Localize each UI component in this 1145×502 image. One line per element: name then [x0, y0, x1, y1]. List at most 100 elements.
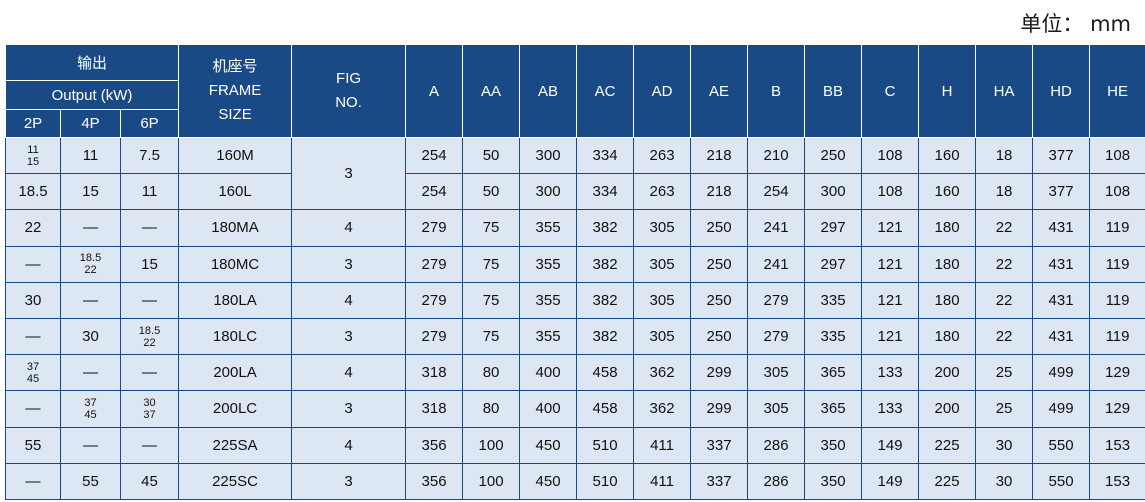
dim-cell-ha: 18 — [975, 173, 1034, 211]
output-2p-cell: — — [5, 317, 61, 356]
dim-cell-hd: 377 — [1032, 136, 1091, 175]
dim-cell-a: 356 — [405, 426, 464, 464]
dim-cell-aa: 80 — [462, 354, 521, 392]
dim-header-h: H — [918, 44, 977, 138]
dim-cell-ab: 355 — [519, 245, 578, 283]
dim-cell-ac: 382 — [576, 209, 635, 247]
dim-cell-aa: 50 — [462, 173, 521, 211]
dim-cell-c: 108 — [861, 136, 920, 175]
dim-cell-ae: 299 — [690, 354, 749, 392]
dim-cell-h: 225 — [918, 462, 977, 501]
dim-cell-b: 210 — [747, 136, 806, 175]
dim-cell-aa: 75 — [462, 281, 521, 319]
dim-cell-h: 225 — [918, 426, 977, 464]
dim-cell-h: 200 — [918, 354, 977, 392]
table-row: —37 45 30 37 200LC 3 318 80 400 458 362 299 305 365 13… — [5, 390, 1145, 428]
dim-cell-ad: 305 — [633, 209, 692, 247]
dim-cell-b: 286 — [747, 462, 806, 501]
pole-header-4p: 4P — [60, 109, 121, 138]
dim-cell-ab: 400 — [519, 390, 578, 428]
dim-cell-a: 356 — [405, 462, 464, 501]
dim-cell-hd: 431 — [1032, 317, 1091, 356]
dim-cell-ae: 250 — [690, 281, 749, 319]
dim-cell-ad: 263 — [633, 173, 692, 211]
dim-cell-hd: 431 — [1032, 245, 1091, 283]
dim-cell-b: 305 — [747, 354, 806, 392]
output-6p-cell: — — [119, 281, 180, 319]
dim-cell-a: 254 — [405, 136, 464, 175]
dim-cell-he: 129 — [1089, 390, 1145, 428]
stacked-value: 45 — [84, 408, 97, 421]
dim-cell-aa: 80 — [462, 390, 521, 428]
dim-cell-bb: 335 — [804, 317, 863, 356]
dim-cell-c: 121 — [861, 209, 920, 247]
frame-header-en2: SIZE — [218, 106, 252, 123]
dim-cell-ab: 400 — [519, 354, 578, 392]
dim-cell-he: 153 — [1089, 426, 1145, 464]
dim-cell-h: 180 — [918, 245, 977, 283]
dim-cell-a: 279 — [405, 281, 464, 319]
output-4p-cell: 55 — [60, 462, 121, 501]
dim-cell-ha: 30 — [975, 462, 1034, 501]
dim-cell-ab: 355 — [519, 281, 578, 319]
stacked-value: 18.5 — [138, 324, 161, 337]
table-row: —30 18.5 22 180LC 3 279 75 355 382 305 250 279 335 12… — [5, 317, 1145, 356]
dim-cell-ad: 305 — [633, 317, 692, 356]
output-4p-cell: — — [60, 281, 121, 319]
dim-cell-hd: 550 — [1032, 462, 1091, 501]
dim-cell-he: 153 — [1089, 462, 1145, 501]
dim-cell-a: 318 — [405, 390, 464, 428]
dim-cell-c: 133 — [861, 354, 920, 392]
table-row: 55— —225SA 4 356 100 450 510 411 337 286 350 149 225… — [5, 426, 1145, 464]
unit-label: 单位： mm — [1020, 12, 1131, 36]
frame-size-cell: 180LA — [178, 281, 293, 319]
dim-cell-bb: 350 — [804, 426, 863, 464]
dim-cell-ha: 25 — [975, 390, 1034, 428]
table-body: 11 15 11 7.5 160M 3 254 50 300 334 263 218 210 250 108… — [5, 136, 1145, 501]
output-2p-cell: — — [5, 390, 61, 428]
output-4p-cell: 18.5 22 — [60, 245, 121, 283]
fig-no-cell: 4 — [291, 209, 407, 247]
dim-cell-aa: 50 — [462, 136, 521, 175]
stacked-value: 18.5 — [79, 252, 102, 265]
dim-cell-hd: 499 — [1032, 390, 1091, 428]
frame-size-header: 机座号 FRAME SIZE — [178, 44, 293, 138]
fig-no-cell: 3 — [291, 245, 407, 283]
dim-cell-hd: 550 — [1032, 426, 1091, 464]
table-row: 11 15 11 7.5 160M 3 254 50 300 334 263 218 210 250 108… — [5, 136, 1145, 211]
stacked-value: 15 — [26, 155, 40, 168]
dim-cell-ad: 305 — [633, 245, 692, 283]
output-6p-cell: — — [119, 426, 180, 464]
dim-cell-he: 108 — [1089, 173, 1145, 211]
table-row: —18.5 22 15 180MC 3 279 75 355 382 305 250 241 297 12… — [5, 245, 1145, 283]
dim-cell-bb: 300 — [804, 173, 863, 211]
dim-header-ha: HA — [975, 44, 1034, 138]
dim-cell-c: 149 — [861, 426, 920, 464]
output-6p-cell: 45 — [119, 462, 180, 501]
stacked-value: 37 — [26, 360, 40, 373]
dim-cell-ae: 218 — [690, 136, 749, 175]
dim-cell-h: 180 — [918, 281, 977, 319]
dim-cell-ab: 300 — [519, 173, 578, 211]
dim-header-bb: BB — [804, 44, 863, 138]
dim-cell-aa: 100 — [462, 426, 521, 464]
fig-header-line1: FIG — [336, 70, 362, 87]
dim-cell-bb: 250 — [804, 136, 863, 175]
output-4p-cell: 11 — [60, 136, 121, 175]
dim-cell-he: 119 — [1089, 317, 1145, 356]
table-row: 37 45— —200LA 4 318 80 400 458 362 299 305 365 133 20… — [5, 354, 1145, 392]
output-2p-cell: 18.5 — [5, 173, 61, 211]
frame-size-cell: 200LC — [178, 390, 293, 428]
output-4p-cell: 37 45 — [60, 390, 121, 428]
fig-no-cell: 4 — [291, 354, 407, 392]
dim-cell-b: 279 — [747, 281, 806, 319]
output-6p-cell: — — [119, 354, 180, 392]
dim-cell-ad: 263 — [633, 136, 692, 175]
dim-cell-ac: 458 — [576, 354, 635, 392]
dim-cell-ae: 250 — [690, 317, 749, 356]
dim-cell-a: 279 — [405, 245, 464, 283]
dim-cell-h: 160 — [918, 173, 977, 211]
dim-cell-he: 108 — [1089, 136, 1145, 175]
dim-header-c: C — [861, 44, 920, 138]
dim-header-hd: HD — [1032, 44, 1091, 138]
